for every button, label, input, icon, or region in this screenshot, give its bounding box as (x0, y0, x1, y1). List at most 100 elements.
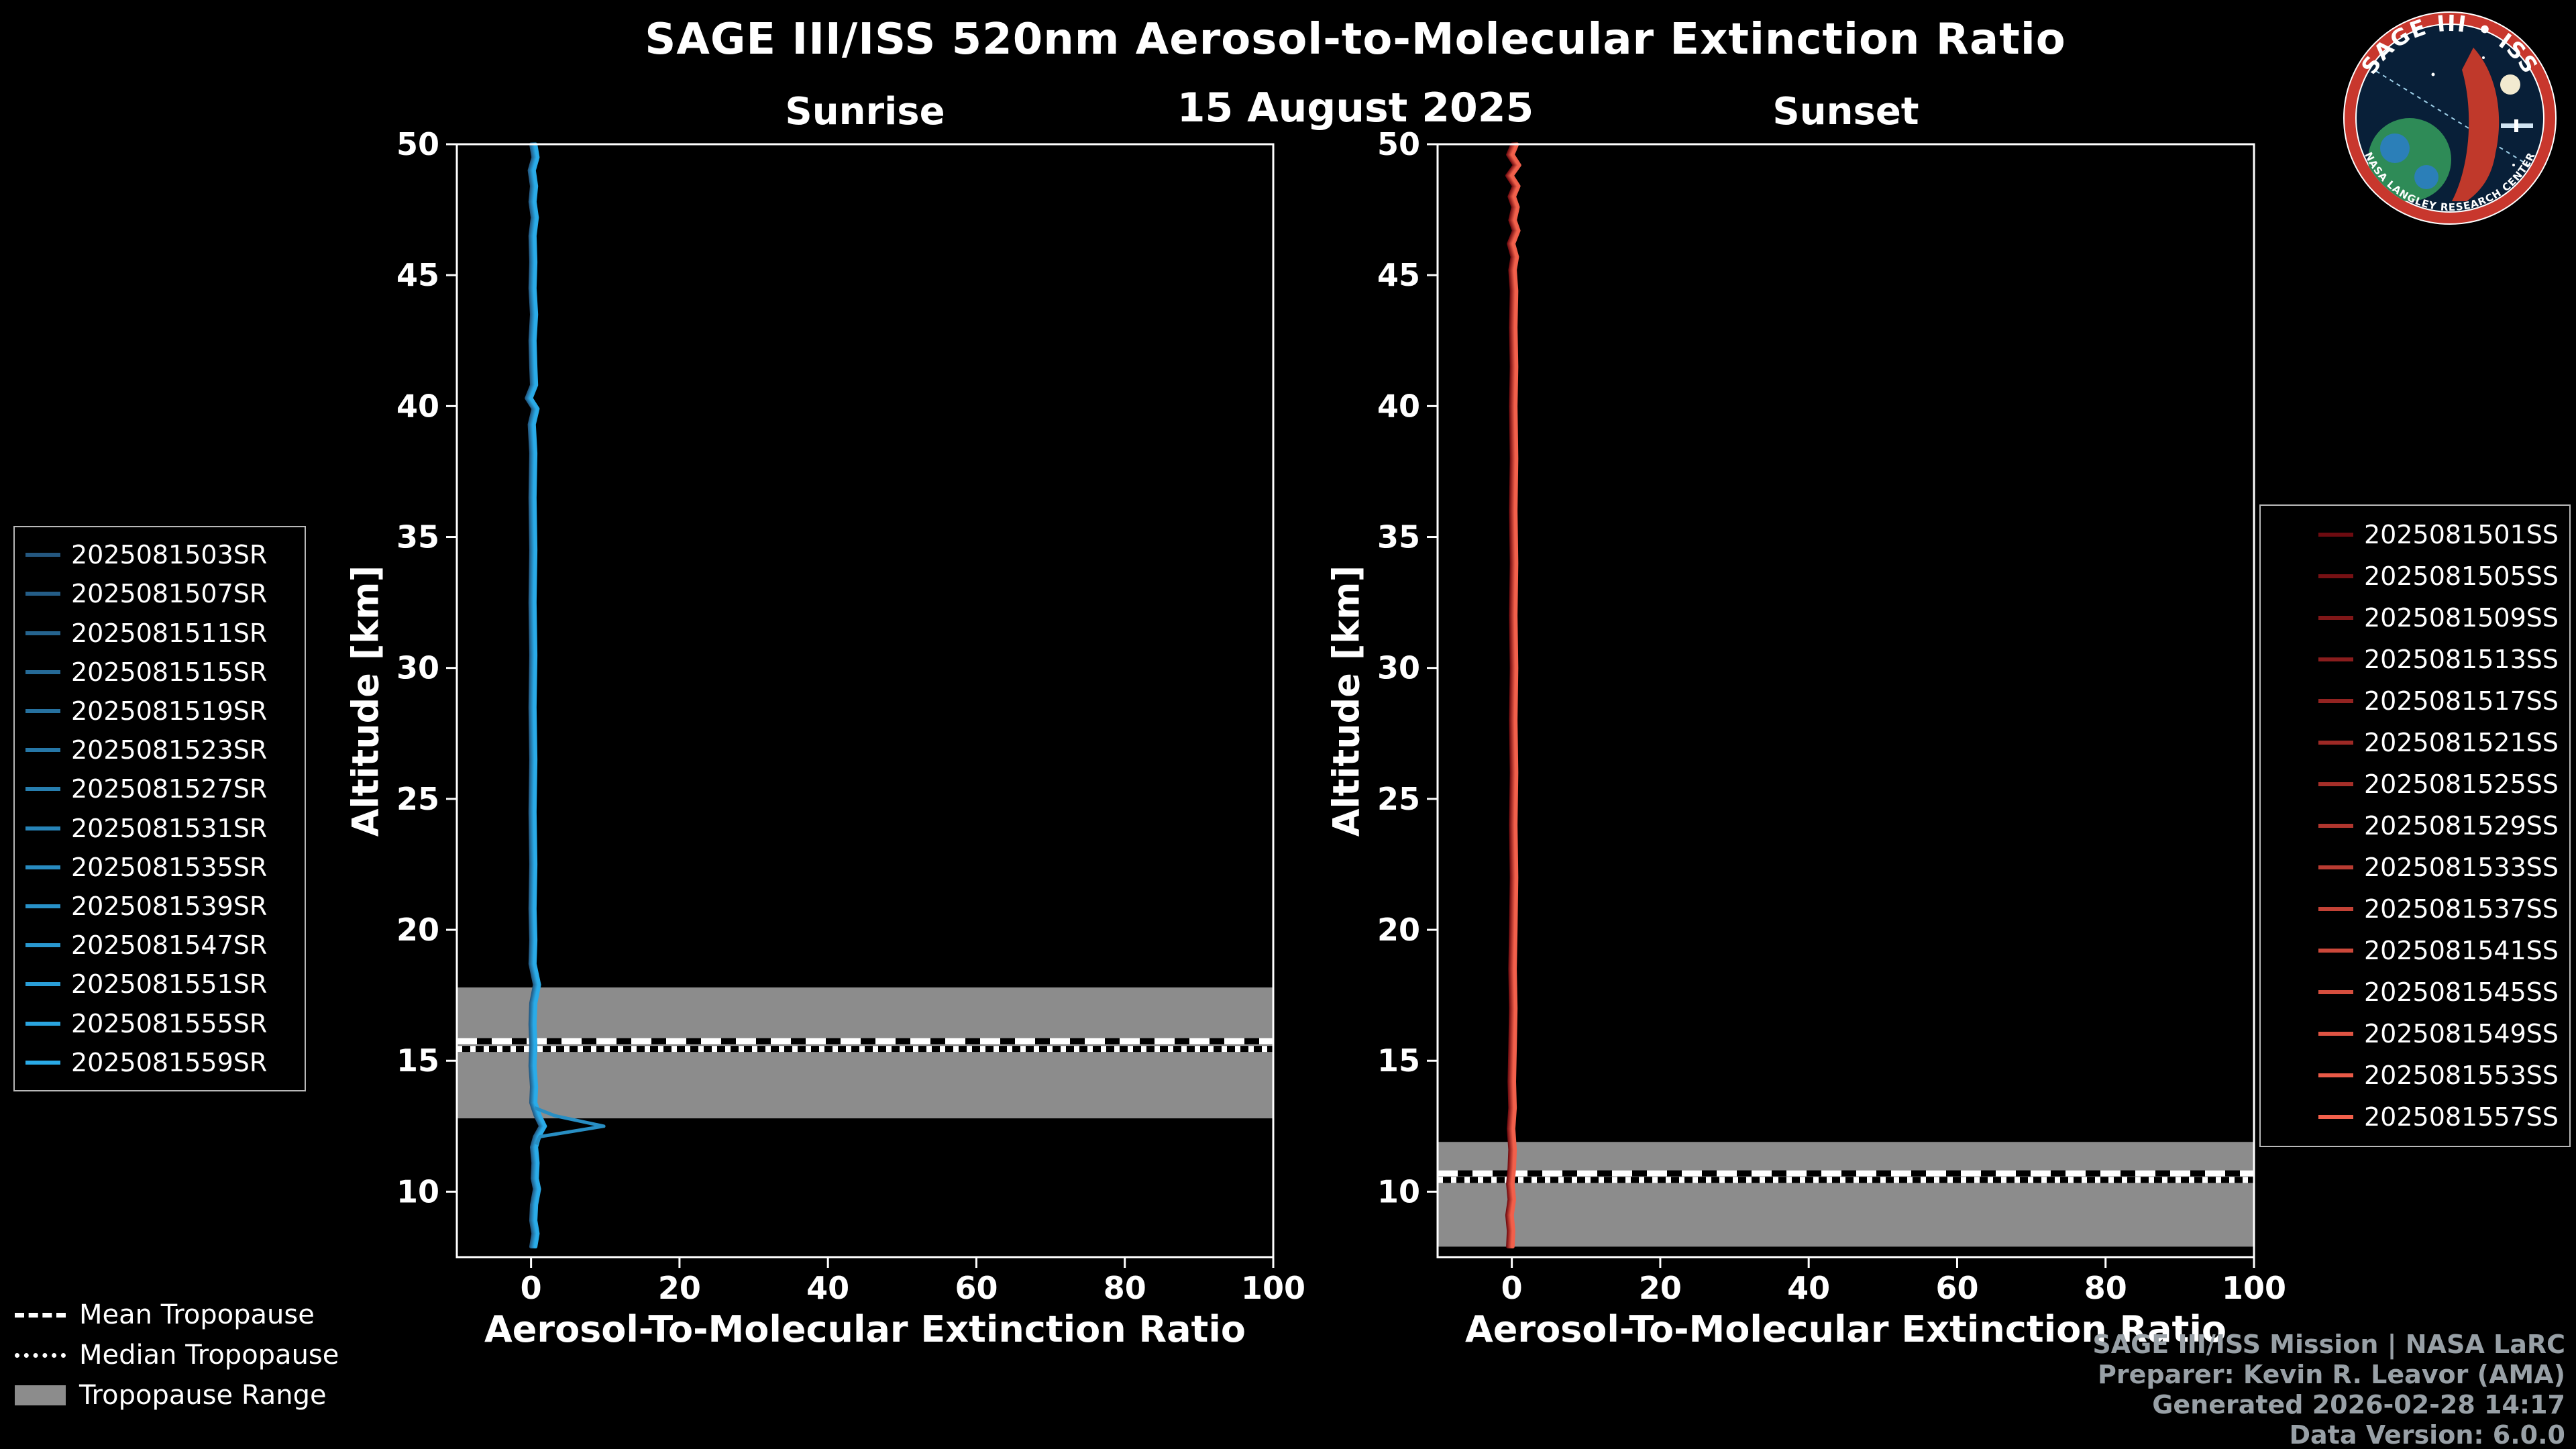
logo-iss-icon (2501, 119, 2533, 132)
sunset-tropopause-range-band (1438, 1142, 2254, 1247)
logo-red-ring (2344, 12, 2556, 224)
sunrise-legend-swatch-icon (25, 708, 60, 713)
sunrise-plot-area: 0 20 40 60 80 100 10 15 20 25 30 35 40 45 50 (396, 126, 1305, 1306)
sunrise-panel-title: Sunrise (785, 90, 945, 133)
sunset-event-id: 2025081553SS (2363, 1061, 2559, 1090)
sunset-legend-swatch-icon (2318, 949, 2353, 953)
sunset-legend-swatch-icon (2318, 616, 2353, 620)
sunrise-legend-item: 2025081507SR (25, 574, 294, 613)
sunset-legend-swatch-icon (2318, 699, 2353, 703)
sunset-x-tick-label: 20 (1639, 1270, 1682, 1306)
sunrise-legend-swatch-icon (25, 592, 60, 596)
sunset-plot-frame (1436, 143, 2255, 1258)
mean-tropopause-label: Mean Tropopause (79, 1299, 315, 1330)
sunset-plot-area: 0 20 40 60 80 100 10 15 20 25 30 35 40 45 50 (1377, 126, 2286, 1306)
sunrise-y-tick-label: 20 (396, 912, 439, 948)
sunset-x-tick-label: 80 (2084, 1270, 2127, 1306)
sunrise-legend-swatch-icon (25, 826, 60, 830)
sunset-y-tick-label: 35 (1377, 519, 1420, 555)
sunset-event-id: 2025081541SS (2363, 936, 2559, 965)
sunset-legend-swatch-icon (2318, 574, 2353, 578)
sunset-legend-swatch-icon (2318, 1115, 2353, 1119)
mean-tropopause-legend-item: Mean Tropopause (15, 1299, 339, 1330)
sunset-event-id: 2025081501SS (2363, 520, 2559, 549)
sunrise-legend-swatch-icon (25, 904, 60, 908)
sunrise-plot-frame (455, 143, 1275, 1258)
logo-artwork (2368, 48, 2534, 201)
sunset-event-legend: 2025081501SS 2025081505SS 2025081509SS 2025… (2259, 504, 2571, 1147)
tropopause-range-swatch-icon (15, 1385, 66, 1405)
sunrise-event-id: 2025081535SR (71, 852, 268, 882)
sunset-y-tick-label: 15 (1377, 1042, 1420, 1079)
sunrise-event-id: 2025081555SR (71, 1008, 268, 1038)
sunrise-x-tick-label: 20 (658, 1270, 701, 1306)
sunset-event-id: 2025081549SS (2363, 1019, 2559, 1049)
sunset-event-id: 2025081517SS (2363, 686, 2559, 716)
sunrise-legend-item: 2025081519SR (25, 692, 294, 731)
sunset-event-id: 2025081533SS (2363, 853, 2559, 882)
sunset-legend-item: 2025081517SS (2271, 682, 2559, 720)
sunrise-event-id: 2025081507SR (71, 579, 268, 609)
sunrise-y-tick-label: 45 (396, 257, 439, 293)
sunset-event-id: 2025081537SS (2363, 894, 2559, 924)
sunrise-event-id: 2025081559SR (71, 1047, 268, 1077)
sunrise-legend-item: 2025081515SR (25, 653, 294, 692)
sunset-y-tick-label: 30 (1377, 650, 1420, 686)
sunset-legend-item: 2025081537SS (2271, 890, 2559, 928)
tropopause-legend: Mean Tropopause Median Tropopause Tropop… (15, 1299, 339, 1411)
sunrise-x-tick-label: 60 (955, 1270, 998, 1306)
sunset-y-tick-label: 20 (1377, 912, 1420, 948)
sunrise-legend-item: 2025081551SR (25, 965, 294, 1004)
footer-credits: SAGE III/ISS Mission | NASA LaRC Prepare… (2092, 1330, 2565, 1449)
sunrise-legend-swatch-icon (25, 748, 60, 753)
sunset-x-tick-label: 60 (1935, 1270, 1978, 1306)
sunset-legend-item: 2025081513SS (2271, 640, 2559, 679)
sunset-event-id: 2025081557SS (2363, 1102, 2559, 1132)
sunset-legend-item: 2025081533SS (2271, 848, 2559, 887)
sunset-legend-item: 2025081505SS (2271, 557, 2559, 596)
sunset-legend-swatch-icon (2318, 533, 2353, 537)
sunset-legend-swatch-icon (2318, 907, 2353, 911)
sunset-legend-item: 2025081541SS (2271, 931, 2559, 970)
logo-inner-ring (2355, 23, 2544, 213)
sunrise-legend-swatch-icon (25, 787, 60, 792)
sunset-legend-swatch-icon (2318, 990, 2353, 994)
logo-earth-ocean-2 (2414, 165, 2438, 189)
sunset-x-tick-label: 100 (2222, 1270, 2286, 1306)
sunset-legend-item: 2025081545SS (2271, 973, 2559, 1012)
sunset-legend-item: 2025081557SS (2271, 1097, 2559, 1136)
logo-earth-ocean (2380, 133, 2410, 163)
footer-data-version: Data Version: 6.0.0 (2289, 1420, 2566, 1449)
footer-mission: SAGE III/ISS Mission | NASA LaRC (2092, 1330, 2565, 1359)
sunset-legend-swatch-icon (2318, 782, 2353, 786)
sunrise-event-id: 2025081511SR (71, 618, 268, 648)
sunset-x-tick-label: 0 (1501, 1270, 1523, 1306)
sunrise-legend-item: 2025081511SR (25, 614, 294, 653)
sunrise-legend-swatch-icon (25, 982, 60, 987)
sunrise-x-axis-label: Aerosol-To-Molecular Extinction Ratio (484, 1308, 1246, 1350)
sunset-legend-item: 2025081501SS (2271, 515, 2559, 554)
sunrise-event-id: 2025081547SR (71, 930, 268, 961)
footer-generated: Generated 2026-02-28 14:17 (2152, 1390, 2565, 1419)
logo-orbit-line (2375, 70, 2534, 169)
sunset-event-id: 2025081529SS (2363, 811, 2559, 841)
sunset-y-tick-label: 25 (1377, 781, 1420, 817)
sunrise-legend-item: 2025081527SR (25, 769, 294, 808)
logo-figure-icon (2452, 48, 2500, 201)
sunrise-legend-item: 2025081535SR (25, 848, 294, 887)
median-tropopause-label: Median Tropopause (79, 1340, 339, 1371)
sunset-event-id: 2025081509SS (2363, 603, 2559, 633)
sunset-legend-swatch-icon (2318, 824, 2353, 828)
sunrise-y-tick-label: 40 (396, 388, 439, 424)
sunset-panel-title: Sunset (1772, 90, 1919, 133)
sunrise-event-id: 2025081531SR (71, 813, 268, 843)
sunset-legend-swatch-icon (2318, 657, 2353, 661)
sunrise-x-tick-label: 0 (521, 1270, 542, 1306)
sunrise-legend-swatch-icon (25, 669, 60, 674)
logo-moon-icon (2500, 74, 2520, 95)
sunrise-legend-item: 2025081555SR (25, 1004, 294, 1043)
sunset-legend-swatch-icon (2318, 1073, 2353, 1077)
mean-tropopause-swatch-icon (15, 1312, 66, 1318)
sunrise-legend-item: 2025081539SR (25, 887, 294, 926)
